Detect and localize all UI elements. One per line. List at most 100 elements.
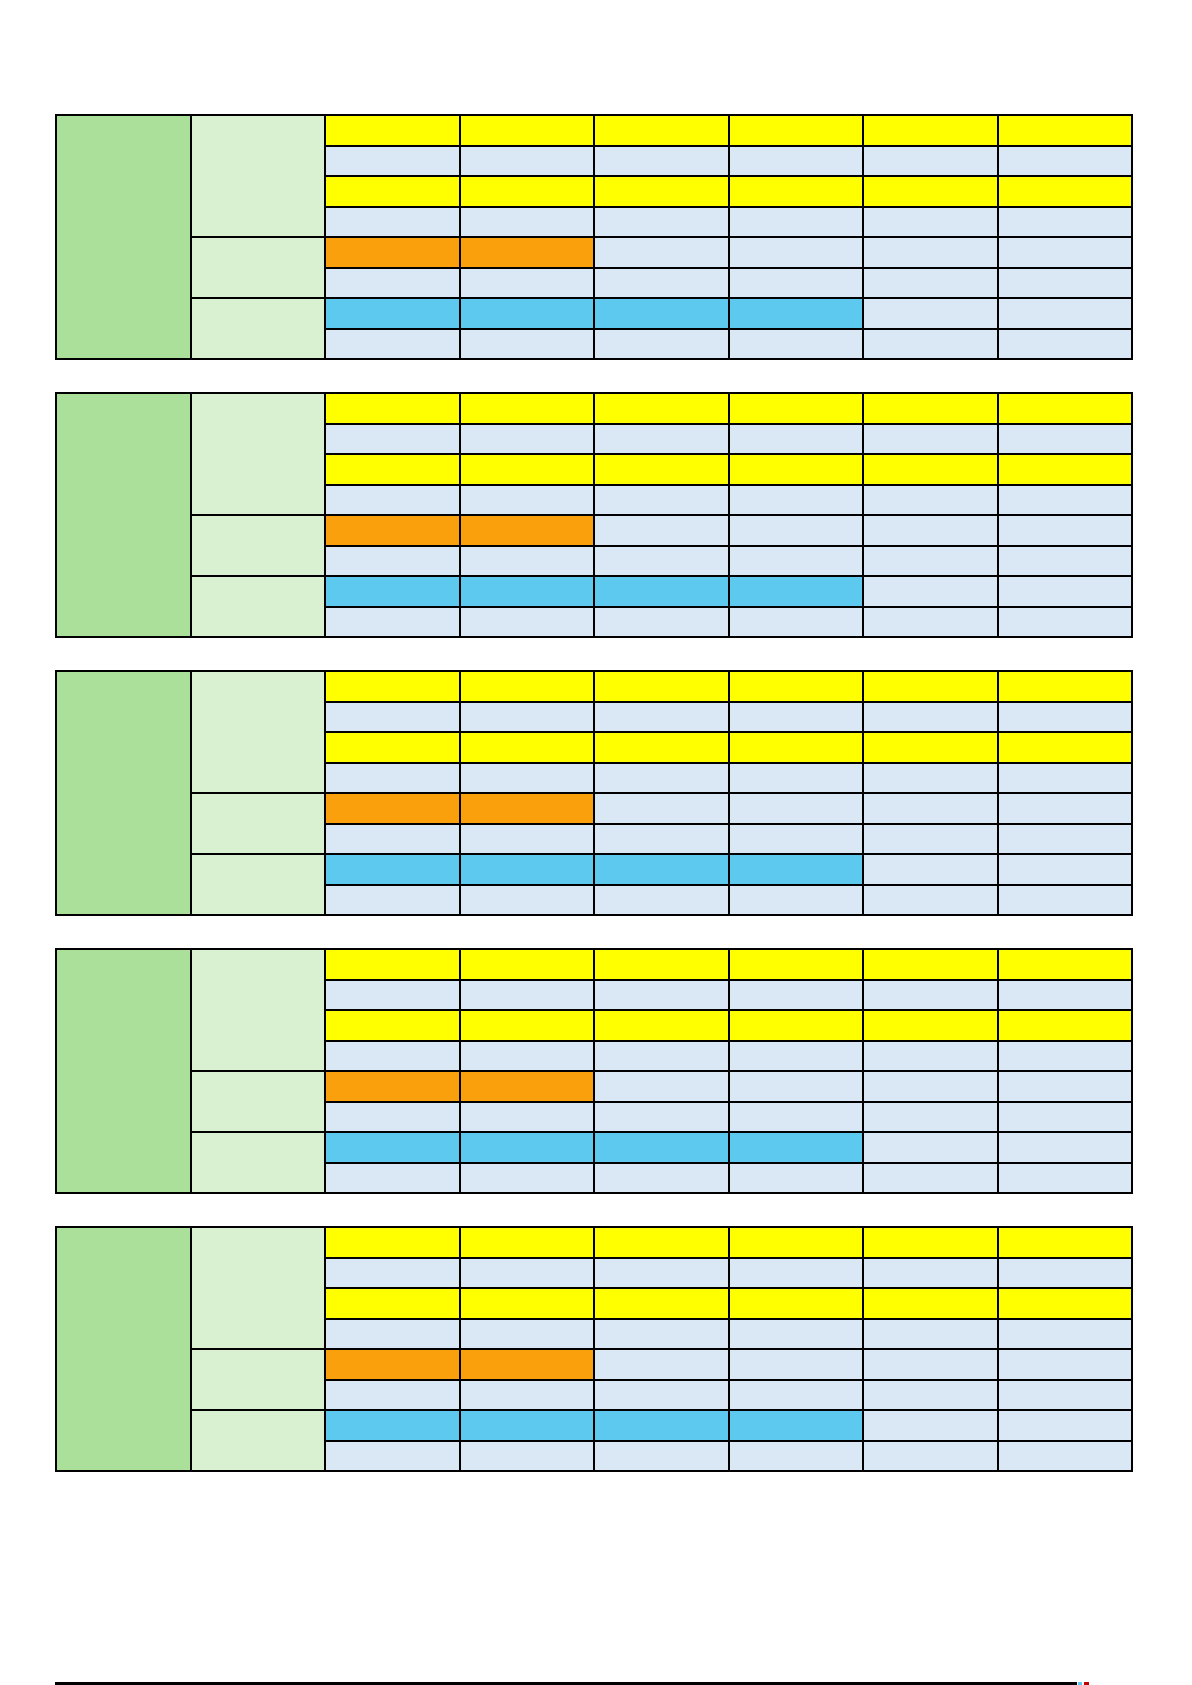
data-cell (593, 700, 730, 733)
data-cell (996, 422, 1133, 455)
data-cell (996, 853, 1133, 886)
data-cell (727, 453, 864, 486)
data-cell (996, 1409, 1133, 1442)
data-cell (593, 1039, 730, 1072)
data-cell (593, 483, 730, 516)
data-cell (727, 1131, 864, 1164)
data-cell (458, 205, 595, 238)
table-row (56, 575, 1133, 638)
data-cell (727, 761, 864, 794)
data-cell (862, 544, 999, 577)
table-row (55, 392, 1133, 638)
data-cell (996, 1378, 1133, 1411)
data-cell (593, 514, 730, 547)
data-cell (862, 1409, 999, 1442)
category-cell (55, 114, 192, 360)
data-cell (324, 1161, 461, 1194)
data-cell (458, 700, 595, 733)
subcategory-cell (189, 948, 326, 1072)
data-cell (458, 392, 595, 425)
data-cell (862, 731, 999, 764)
data-cell (593, 1287, 730, 1320)
data-cell (727, 1226, 864, 1259)
data-cell (996, 453, 1133, 486)
data-cell (996, 761, 1133, 794)
schedule-table-block-5 (55, 1226, 1133, 1472)
data-cell (727, 792, 864, 825)
data-cell (458, 175, 595, 208)
data-cell (862, 144, 999, 177)
data-cell (862, 1161, 999, 1194)
data-cell (996, 978, 1133, 1011)
data-cell (593, 792, 730, 825)
data-cell (324, 731, 461, 764)
data-cell (593, 853, 730, 886)
category-cell (55, 1226, 192, 1472)
data-cell (593, 1256, 730, 1289)
data-cell (727, 822, 864, 855)
cutoff-table-top-border (55, 1682, 1077, 1685)
table-row (56, 792, 1133, 855)
schedule-table-block-2 (55, 392, 1133, 638)
data-cell (862, 483, 999, 516)
data-cell (996, 1226, 1133, 1259)
data-cell (862, 205, 999, 238)
data-cell (996, 175, 1133, 208)
data-cell (996, 948, 1133, 981)
data-cell (593, 1100, 730, 1133)
data-cell (593, 1409, 730, 1442)
data-cell (458, 1226, 595, 1259)
subcategory-cell (189, 1131, 326, 1194)
data-cell (458, 1009, 595, 1042)
data-cell (862, 761, 999, 794)
subcategory-cell (189, 1409, 326, 1472)
data-cell (996, 670, 1133, 703)
data-cell (458, 948, 595, 981)
data-cell (458, 792, 595, 825)
data-cell (324, 514, 461, 547)
data-cell (458, 1439, 595, 1472)
data-cell (324, 1439, 461, 1472)
data-cell (593, 114, 730, 147)
table-row (55, 1226, 1133, 1472)
data-cell (862, 700, 999, 733)
data-cell (862, 236, 999, 269)
data-cell (862, 1317, 999, 1350)
data-cell (996, 514, 1133, 547)
data-cell (593, 883, 730, 916)
category-cell (55, 948, 192, 1194)
data-cell (862, 453, 999, 486)
table-row (56, 327, 1133, 360)
data-cell (996, 144, 1133, 177)
data-cell (727, 144, 864, 177)
data-cell (727, 853, 864, 886)
data-cell (862, 114, 999, 147)
table-row (56, 422, 1133, 455)
data-cell (862, 1378, 999, 1411)
table-row (56, 1070, 1133, 1133)
data-cell (996, 575, 1133, 608)
data-cell (458, 575, 595, 608)
data-cell (458, 731, 595, 764)
data-cell (996, 731, 1133, 764)
data-cell (996, 1100, 1133, 1133)
category-cell (55, 670, 192, 916)
data-cell (996, 700, 1133, 733)
data-cell (727, 1070, 864, 1103)
data-cell (996, 883, 1133, 916)
data-cell (324, 114, 461, 147)
subcategory-cell (189, 236, 326, 299)
table-row (56, 1039, 1133, 1072)
data-cell (324, 1287, 461, 1320)
table-row (56, 297, 1133, 360)
table-row (56, 978, 1133, 1011)
data-cell (324, 1348, 461, 1381)
data-cell (996, 792, 1133, 825)
data-cell (324, 670, 461, 703)
data-cell (862, 822, 999, 855)
data-cell (324, 700, 461, 733)
data-cell (727, 514, 864, 547)
data-cell (324, 483, 461, 516)
data-cell (862, 883, 999, 916)
data-cell (727, 483, 864, 516)
